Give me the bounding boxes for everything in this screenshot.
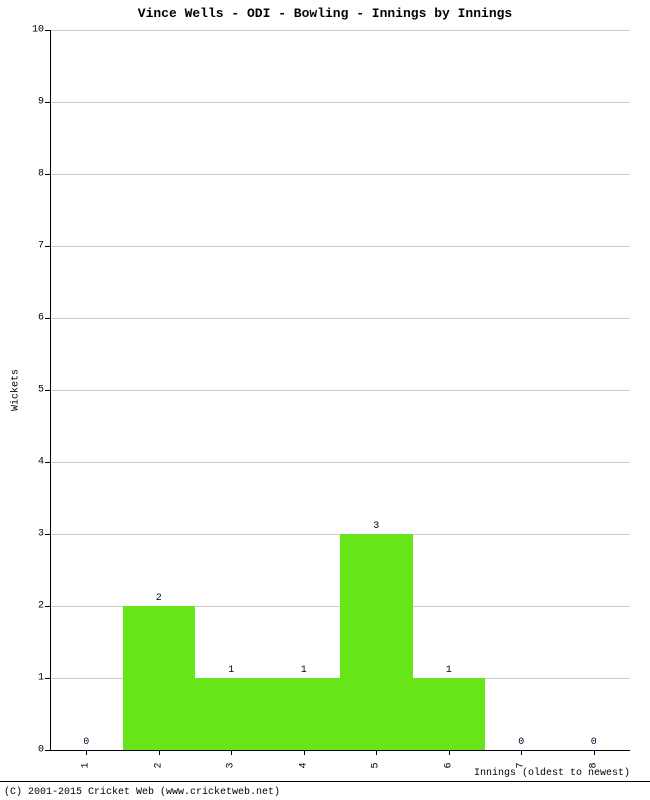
bar-value-label: 0	[518, 737, 524, 748]
x-tick-label: 3	[226, 762, 237, 768]
y-axis-line	[50, 30, 51, 750]
bar	[268, 678, 341, 750]
bar-value-label: 2	[156, 593, 162, 604]
bar-value-label: 1	[301, 665, 307, 676]
gridline	[50, 318, 630, 319]
bar-value-label: 3	[373, 521, 379, 532]
gridline	[50, 390, 630, 391]
y-tick-label: 5	[38, 385, 50, 396]
plot-area: 0123456789100122131435160708	[50, 30, 630, 750]
footer-rule	[0, 781, 650, 782]
y-axis-label: Wickets	[11, 369, 22, 411]
gridline	[50, 102, 630, 103]
bar-value-label: 0	[83, 737, 89, 748]
x-tick-label: 4	[298, 762, 309, 768]
y-tick-label: 2	[38, 601, 50, 612]
x-axis-line	[50, 750, 630, 751]
y-tick-label: 7	[38, 241, 50, 252]
y-tick-label: 3	[38, 529, 50, 540]
bar	[123, 606, 196, 750]
y-tick-label: 4	[38, 457, 50, 468]
y-tick-label: 9	[38, 97, 50, 108]
x-tick-label: 6	[443, 762, 454, 768]
y-tick-label: 1	[38, 673, 50, 684]
x-tick-label: 1	[81, 762, 92, 768]
chart-title: Vince Wells - ODI - Bowling - Innings by…	[0, 6, 650, 21]
bar	[195, 678, 268, 750]
y-tick-label: 6	[38, 313, 50, 324]
bar	[413, 678, 486, 750]
bar-value-label: 0	[591, 737, 597, 748]
y-tick-label: 0	[38, 745, 50, 756]
bar-value-label: 1	[446, 665, 452, 676]
x-axis-label: Innings (oldest to newest)	[474, 768, 630, 779]
copyright-text: (C) 2001-2015 Cricket Web (www.cricketwe…	[4, 787, 280, 798]
chart-container: Vince Wells - ODI - Bowling - Innings by…	[0, 0, 650, 800]
gridline	[50, 30, 630, 31]
x-tick-label: 2	[153, 762, 164, 768]
gridline	[50, 462, 630, 463]
y-tick-label: 8	[38, 169, 50, 180]
gridline	[50, 246, 630, 247]
bar	[340, 534, 413, 750]
y-tick-label: 10	[32, 25, 50, 36]
gridline	[50, 174, 630, 175]
x-tick-label: 5	[371, 762, 382, 768]
bar-value-label: 1	[228, 665, 234, 676]
